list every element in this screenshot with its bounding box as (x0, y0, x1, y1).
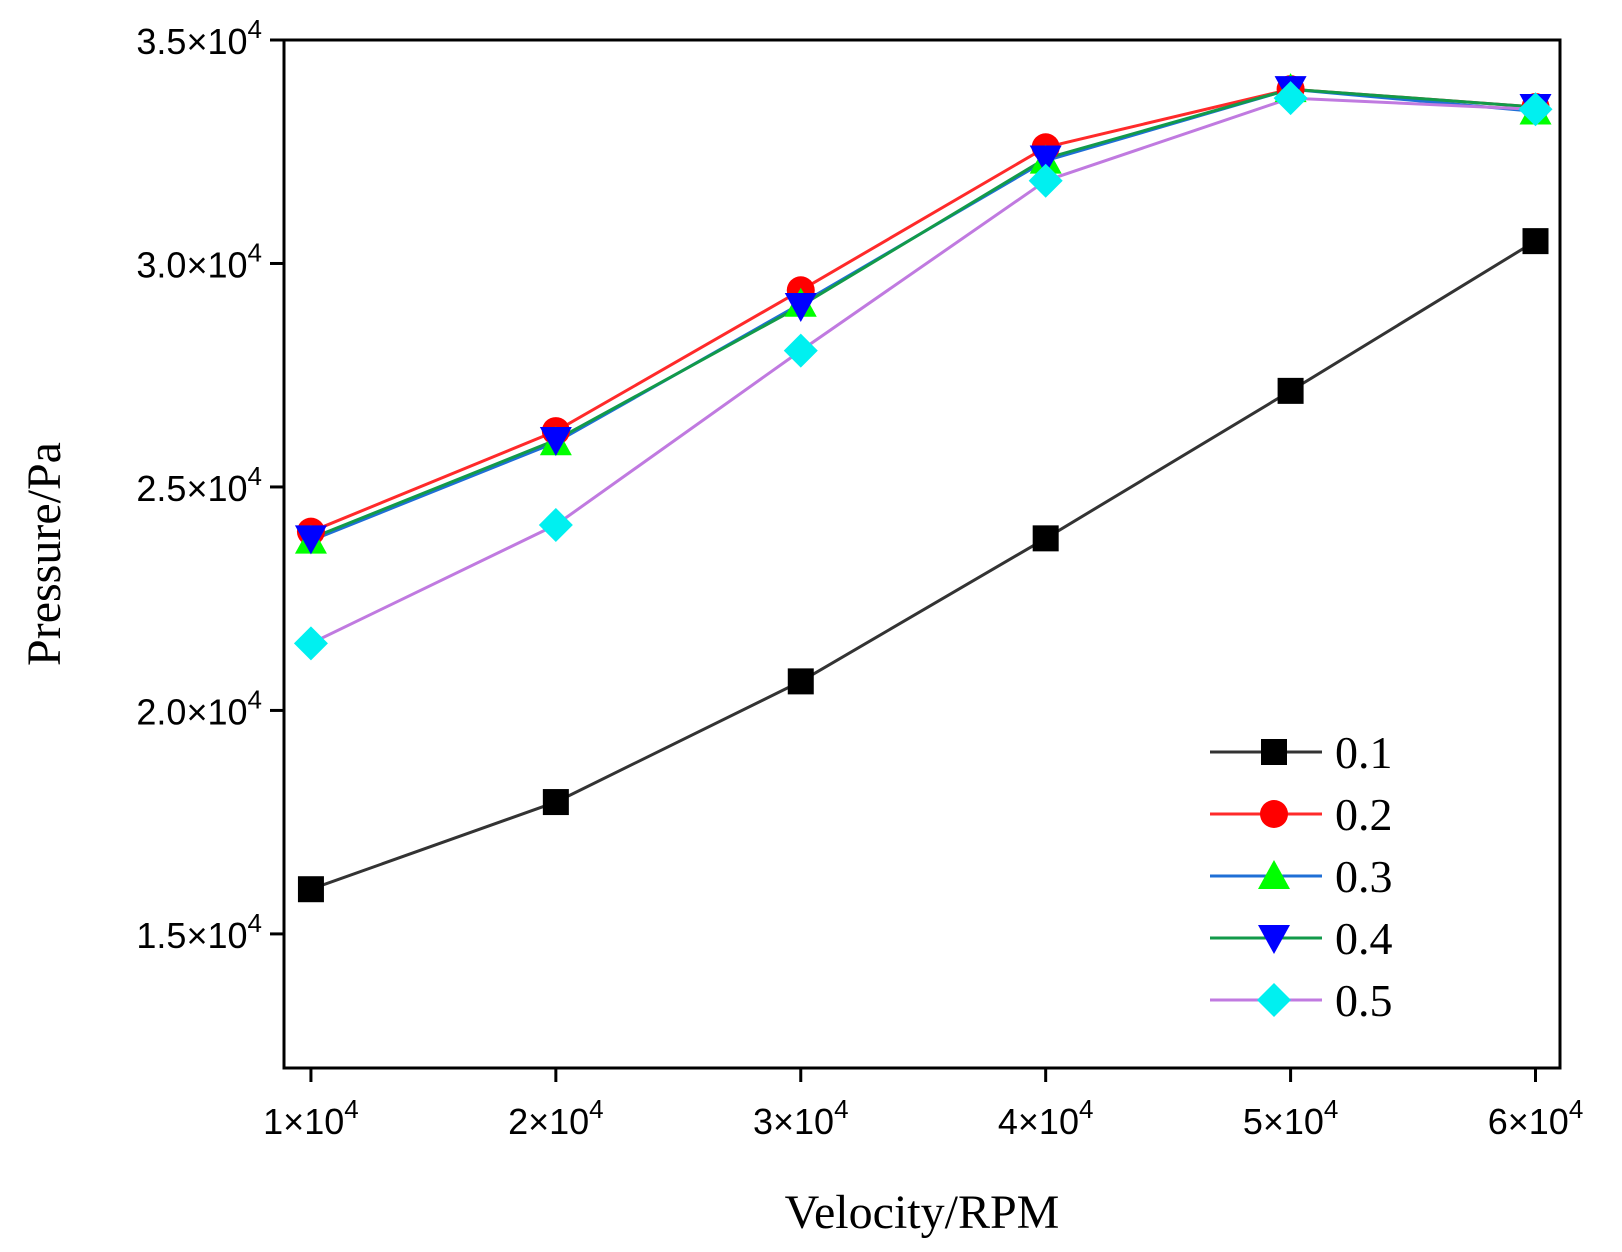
x-tick-label-mantissa: 5×10 (1243, 1101, 1324, 1142)
y-tick-label-exponent: 4 (248, 14, 262, 44)
data-point-0-4 (784, 292, 817, 322)
data-point-0-4 (294, 525, 327, 555)
legend-label: 0.4 (1335, 913, 1393, 964)
x-tick-label: 1×104 (263, 1094, 359, 1142)
x-tick-label-mantissa: 2×10 (508, 1101, 589, 1142)
x-tick-label-exponent: 4 (1079, 1094, 1093, 1124)
series-lines (310, 87, 1537, 891)
x-tick-label-mantissa: 1×10 (263, 1101, 344, 1142)
legend-marker (1260, 800, 1288, 828)
data-point-0-1 (1277, 377, 1304, 404)
data-point-0-1 (1032, 525, 1059, 552)
legend-label: 0.5 (1335, 975, 1393, 1026)
legend-marker (1258, 925, 1290, 954)
y-tick-label-mantissa: 2.5×10 (136, 468, 247, 509)
data-point-0-4 (1029, 145, 1062, 175)
series-line-0-1 (310, 239, 1537, 891)
y-tick-label-mantissa: 2.0×10 (136, 691, 247, 732)
data-point-0-1 (542, 789, 569, 816)
x-tick-label-mantissa: 6×10 (1488, 1101, 1569, 1142)
data-point-0-5 (1518, 92, 1553, 127)
legend: 0.1 0.2 0.3 0.4 0.5 (1210, 727, 1393, 1026)
legend-item: 0.2 (1210, 789, 1393, 840)
data-point-0-5 (293, 626, 328, 661)
data-point-0-5 (538, 507, 573, 542)
x-tick-label-exponent: 4 (344, 1094, 358, 1124)
x-tick-label: 6×104 (1488, 1094, 1584, 1142)
series-line-0-4 (310, 87, 1536, 540)
legend-label: 0.3 (1335, 851, 1393, 902)
data-point-0-1 (1522, 228, 1549, 255)
data-point-0-5 (1273, 81, 1308, 116)
x-tick-label-exponent: 4 (834, 1094, 848, 1124)
y-tick-label: 2.0×104 (136, 684, 262, 732)
legend-item: 0.3 (1210, 851, 1393, 902)
legend-label: 0.1 (1335, 727, 1393, 778)
x-axis: 1×104 2×104 3×104 4×104 5×104 6×104 (263, 1068, 1583, 1142)
y-tick-label-exponent: 4 (248, 461, 262, 491)
x-tick-label-exponent: 4 (589, 1094, 603, 1124)
x-tick-label-mantissa: 4×10 (998, 1101, 1079, 1142)
y-tick-label: 3.0×104 (136, 237, 262, 285)
legend-marker (1261, 739, 1287, 765)
x-tick-label: 5×104 (1243, 1094, 1339, 1142)
y-tick-label-mantissa: 3.0×10 (136, 244, 247, 285)
series-line-0-5 (310, 96, 1536, 645)
y-tick-label: 1.5×104 (136, 908, 262, 956)
legend-item: 0.1 (1210, 727, 1393, 778)
data-point-0-1 (787, 668, 814, 695)
data-point-0-1 (297, 876, 324, 903)
x-tick-label: 2×104 (508, 1094, 604, 1142)
data-point-0-5 (783, 333, 818, 368)
y-tick-label: 2.5×104 (136, 461, 262, 509)
y-tick-label-mantissa: 3.5×10 (136, 21, 247, 62)
legend-marker (1257, 983, 1291, 1017)
x-tick-label: 4×104 (998, 1094, 1094, 1142)
y-tick-label-exponent: 4 (248, 237, 262, 267)
data-point-0-4 (539, 427, 572, 457)
legend-item: 0.5 (1210, 975, 1393, 1026)
series-markers (293, 73, 1553, 903)
x-tick-label-exponent: 4 (1324, 1094, 1338, 1124)
y-tick-label: 3.5×104 (136, 14, 262, 62)
legend-item: 0.4 (1210, 913, 1393, 964)
y-axis-title: Pressure/Pa (18, 442, 71, 666)
plot-area-frame (282, 38, 1562, 1070)
y-tick-label-mantissa: 1.5×10 (136, 915, 247, 956)
data-point-0-5 (1028, 163, 1063, 198)
y-tick-label-exponent: 4 (248, 908, 262, 938)
x-tick-label: 3×104 (753, 1094, 849, 1142)
x-axis-title: Velocity/RPM (785, 1186, 1060, 1239)
y-tick-label-exponent: 4 (248, 684, 262, 714)
x-tick-label-mantissa: 3×10 (753, 1101, 834, 1142)
legend-label: 0.2 (1335, 789, 1393, 840)
x-tick-label-exponent: 4 (1569, 1094, 1583, 1124)
legend-marker (1258, 860, 1290, 889)
